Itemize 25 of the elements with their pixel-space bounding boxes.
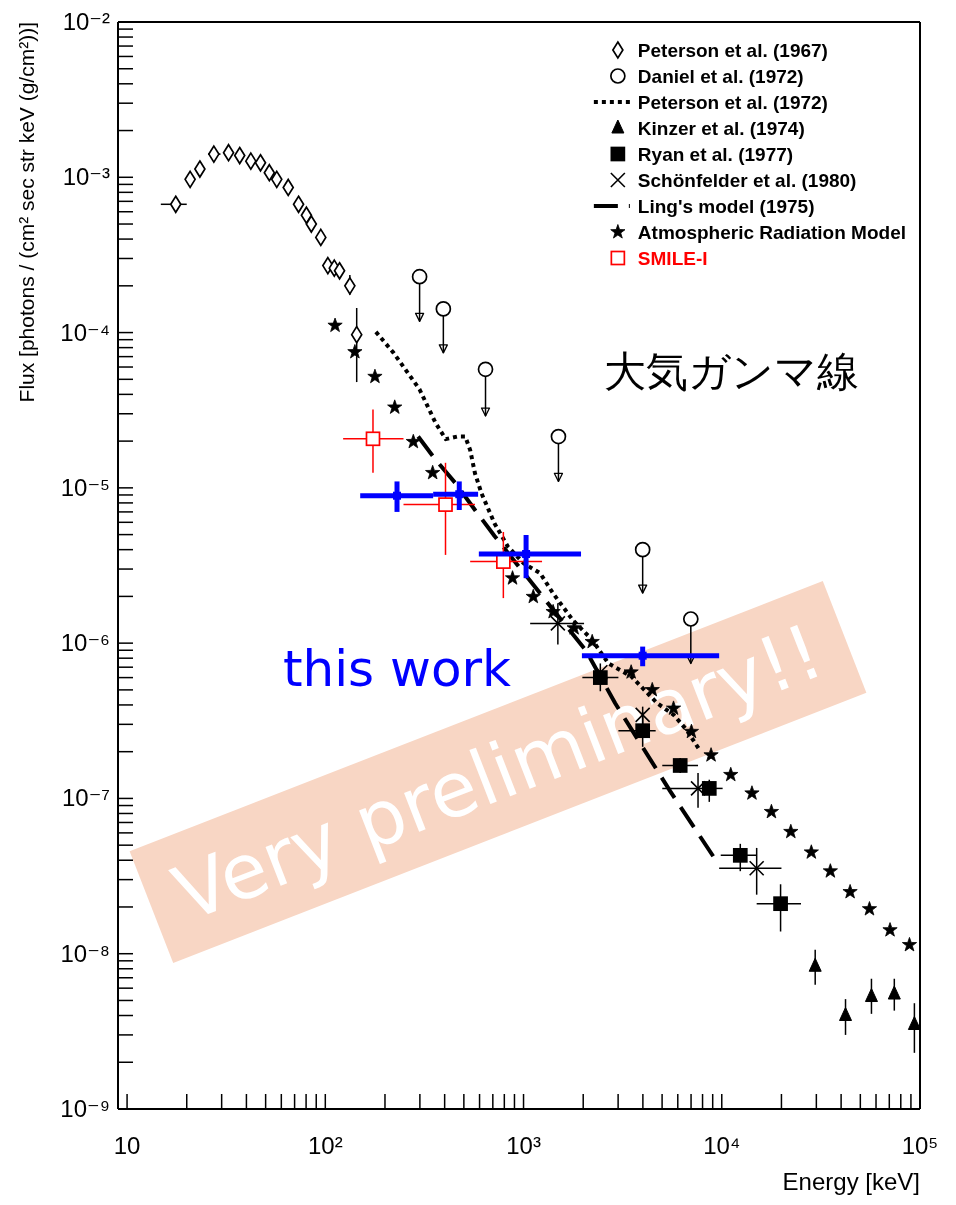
y-tick-label: 10⁻⁹	[60, 1095, 110, 1122]
legend-label: Atmospheric Radiation Model	[637, 222, 906, 243]
legend-label: Peterson et al. (1972)	[637, 92, 828, 113]
y-axis-title: Flux [photons / (cm² sec str keV (g/cm²))]	[15, 22, 38, 403]
y-tick-label: 10⁻⁷	[61, 784, 110, 812]
legend-label: SMILE-I	[637, 248, 708, 269]
y-tick-label: 10⁻⁶	[60, 629, 110, 657]
y-tick-label: 10⁻⁵	[60, 473, 110, 501]
x-tick-label: 10⁵	[901, 1132, 939, 1159]
legend-label: Schönfelder et al. (1980)	[637, 170, 857, 191]
x-tick-label: 10²	[307, 1132, 343, 1159]
x-tick-label: 10³	[506, 1132, 541, 1159]
x-axis-title: Energy [keV]	[782, 1168, 920, 1195]
annotation: 大気ガンマ線	[604, 348, 859, 395]
legend-label: Daniel et al. (1972)	[637, 66, 804, 87]
legend-label: Peterson et al. (1967)	[637, 40, 828, 61]
y-tick-label: 10⁻²	[62, 8, 110, 35]
y-tick-label: 10⁻⁴	[60, 318, 110, 346]
legend-label: Ryan et al. (1977)	[637, 144, 794, 165]
legend-label: Ling's model (1975)	[637, 196, 815, 217]
x-tick-label: 10	[113, 1132, 141, 1159]
y-tick-label: 10⁻⁸	[60, 939, 110, 967]
y-tick-label: 10⁻³	[62, 163, 110, 191]
legend-label: Kinzer et al. (1974)	[637, 118, 805, 139]
x-tick-label: 10⁴	[703, 1132, 741, 1159]
